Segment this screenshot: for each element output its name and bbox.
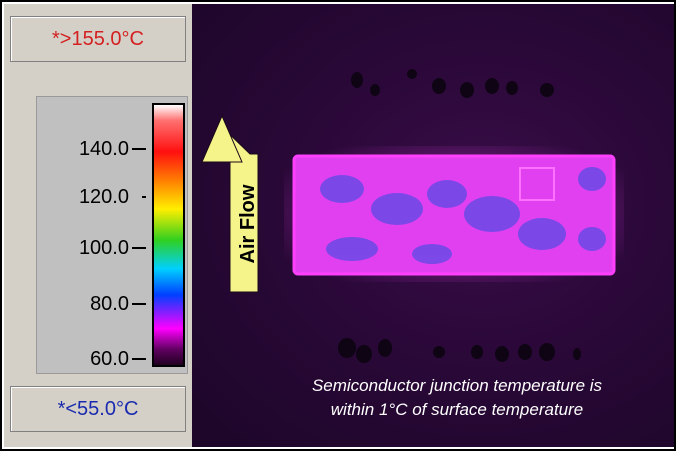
component-corner-marker <box>519 167 555 201</box>
tick-mark-60 <box>132 358 146 360</box>
caption-line-1: Semiconductor junction temperature is <box>311 376 603 395</box>
color-scale: 140.0 120.0 100.0 80.0 60.0 <box>36 96 188 374</box>
temperature-scale-panel: *>155.0°C 140.0 120.0 100.0 80.0 60.0 *<… <box>4 4 192 447</box>
max-temperature-readout: *>155.0°C <box>10 16 186 62</box>
tick-label-100: 100.0 <box>78 237 129 259</box>
thermal-image: Air Flow Semiconductor junction temperat… <box>192 4 674 447</box>
tick-mark-80 <box>132 303 146 305</box>
thermal-scene: Air Flow <box>201 69 624 363</box>
tick-mark-120 <box>142 196 146 198</box>
tick-label-140: 140.0 <box>78 138 129 160</box>
tick-label-80: 80.0 <box>90 293 129 315</box>
tick-mark-140 <box>132 148 146 150</box>
air-flow-arrow <box>201 114 259 293</box>
tick-label-120: 120.0 <box>78 186 129 208</box>
bottom-solder-pads <box>338 338 581 363</box>
top-solder-pads <box>351 69 554 98</box>
tick-label-60: 60.0 <box>90 348 129 370</box>
air-flow-label: Air Flow <box>237 184 259 263</box>
component-hotspots <box>320 167 606 264</box>
min-temperature-readout: *<55.0°C <box>10 386 186 432</box>
caption-line-2: within 1°C of surface temperature <box>330 400 584 419</box>
colorbar-gradient <box>152 103 185 367</box>
tick-mark-100 <box>132 247 146 249</box>
